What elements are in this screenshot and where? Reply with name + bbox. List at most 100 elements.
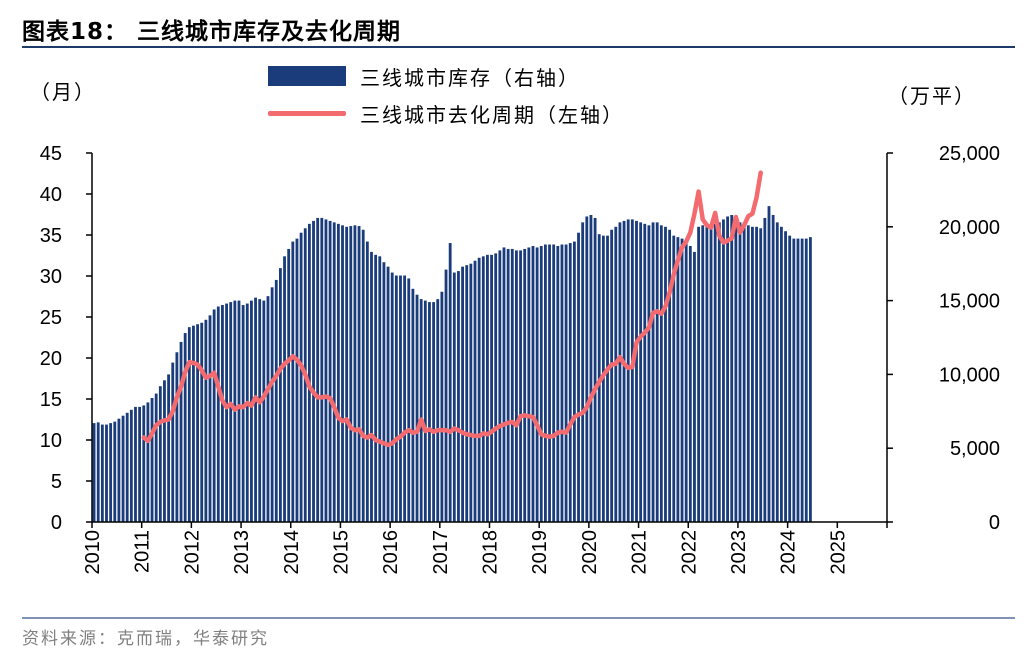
inventory-bar bbox=[154, 393, 158, 522]
inventory-bar bbox=[225, 303, 228, 522]
inventory-bar bbox=[415, 294, 419, 522]
inventory-bar bbox=[403, 275, 407, 522]
inventory-bar bbox=[187, 327, 191, 522]
footer-divider bbox=[22, 617, 1015, 619]
inventory-bar bbox=[105, 424, 108, 522]
inventory-bar bbox=[349, 226, 353, 522]
inventory-bar bbox=[407, 278, 411, 522]
inventory-bar bbox=[672, 235, 676, 522]
inventory-bar bbox=[709, 225, 713, 522]
inventory-bar bbox=[630, 219, 634, 523]
inventory-bar bbox=[726, 216, 729, 522]
inventory-bar bbox=[365, 241, 369, 522]
inventory-bar bbox=[593, 217, 597, 522]
left-axis-tick-label: 0 bbox=[51, 512, 62, 534]
inventory-bar bbox=[668, 229, 672, 522]
inventory-bar bbox=[382, 262, 386, 522]
inventory-bar bbox=[701, 225, 705, 522]
inventory-bar bbox=[291, 241, 295, 522]
x-axis-year-label: 2024 bbox=[778, 530, 800, 575]
inventory-bar bbox=[506, 248, 510, 522]
cycle-line bbox=[141, 170, 763, 448]
x-axis-year-label: 2018 bbox=[480, 530, 502, 575]
inventory-bar bbox=[262, 300, 266, 522]
x-axis-year-label: 2011 bbox=[132, 530, 154, 573]
inventory-bar bbox=[680, 238, 684, 523]
inventory-bar bbox=[320, 217, 324, 522]
inventory-bar bbox=[461, 266, 464, 522]
inventory-bar bbox=[324, 219, 328, 523]
inventory-bar bbox=[171, 362, 175, 522]
inventory-bar bbox=[266, 296, 270, 522]
inventory-bar bbox=[150, 398, 154, 522]
inventory-bar bbox=[428, 302, 431, 522]
inventory-bar bbox=[531, 245, 535, 523]
inventory-bar bbox=[635, 220, 638, 522]
inventory-bar bbox=[486, 254, 489, 522]
inventory-bars bbox=[92, 206, 812, 523]
inventory-bar bbox=[163, 380, 166, 522]
x-axis-year-label: 2010 bbox=[82, 530, 104, 575]
inventory-bar bbox=[742, 222, 746, 522]
inventory-bar bbox=[423, 300, 427, 522]
inventory-bar bbox=[626, 219, 630, 523]
inventory-bar bbox=[440, 291, 444, 522]
inventory-bar bbox=[800, 238, 804, 523]
inventory-bar bbox=[212, 309, 216, 522]
inventory-bar bbox=[494, 253, 498, 522]
inventory-bar bbox=[328, 220, 332, 522]
inventory-bar bbox=[370, 251, 373, 522]
inventory-bar bbox=[465, 265, 469, 522]
x-axis-year-label: 2023 bbox=[728, 530, 750, 575]
inventory-bar bbox=[693, 251, 696, 522]
inventory-bar bbox=[192, 325, 195, 522]
legend-item-inventory: 三线城市库存（右轴） bbox=[268, 63, 580, 90]
left-axis-unit: （月） bbox=[30, 80, 96, 104]
inventory-bar bbox=[345, 226, 349, 523]
x-axis-year-label: 2019 bbox=[529, 530, 551, 575]
inventory-bar bbox=[510, 248, 514, 522]
inventory-bar bbox=[730, 214, 734, 523]
inventory-bar bbox=[109, 423, 113, 522]
inventory-bar bbox=[738, 222, 742, 522]
inventory-bar bbox=[179, 341, 183, 522]
inventory-bar bbox=[771, 214, 775, 523]
inventory-bar bbox=[780, 226, 783, 523]
inventory-bar bbox=[399, 275, 402, 522]
inventory-bar bbox=[457, 271, 460, 522]
inventory-bar bbox=[759, 228, 763, 522]
inventory-bar bbox=[705, 225, 709, 522]
inventory-bar bbox=[221, 305, 224, 522]
inventory-bar bbox=[332, 222, 336, 522]
inventory-bar bbox=[610, 229, 614, 522]
inventory-bar bbox=[336, 223, 340, 522]
inventory-bar bbox=[436, 299, 440, 522]
inventory-bar bbox=[316, 217, 320, 522]
inventory-bar bbox=[129, 409, 133, 522]
inventory-bar bbox=[283, 256, 286, 522]
left-axis-tick-label: 40 bbox=[40, 184, 62, 206]
inventory-bar bbox=[444, 269, 448, 522]
inventory-bar bbox=[643, 223, 647, 522]
right-axis-tick-label: 15,000 bbox=[939, 291, 1000, 313]
inventory-bar bbox=[411, 288, 415, 522]
inventory-bar bbox=[167, 374, 171, 522]
inventory-bar bbox=[274, 279, 278, 522]
x-axis-year-label: 2013 bbox=[231, 530, 253, 575]
inventory-bar bbox=[113, 421, 117, 522]
inventory-bar bbox=[784, 231, 787, 523]
inventory-bar bbox=[722, 219, 725, 523]
right-axis-tick-label: 0 bbox=[989, 512, 1000, 534]
x-axis-year-label: 2016 bbox=[380, 530, 402, 575]
inventory-bar bbox=[229, 302, 233, 522]
inventory-bar bbox=[241, 305, 245, 522]
inventory-bar bbox=[357, 226, 361, 522]
inventory-bar bbox=[270, 287, 274, 522]
inventory-bar bbox=[688, 245, 692, 523]
inventory-bar bbox=[651, 222, 655, 522]
inventory-bar bbox=[125, 412, 129, 522]
inventory-bar bbox=[175, 352, 179, 522]
inventory-bar bbox=[361, 229, 365, 522]
inventory-bar bbox=[647, 225, 651, 522]
x-axis-year-label: 2021 bbox=[629, 530, 651, 575]
